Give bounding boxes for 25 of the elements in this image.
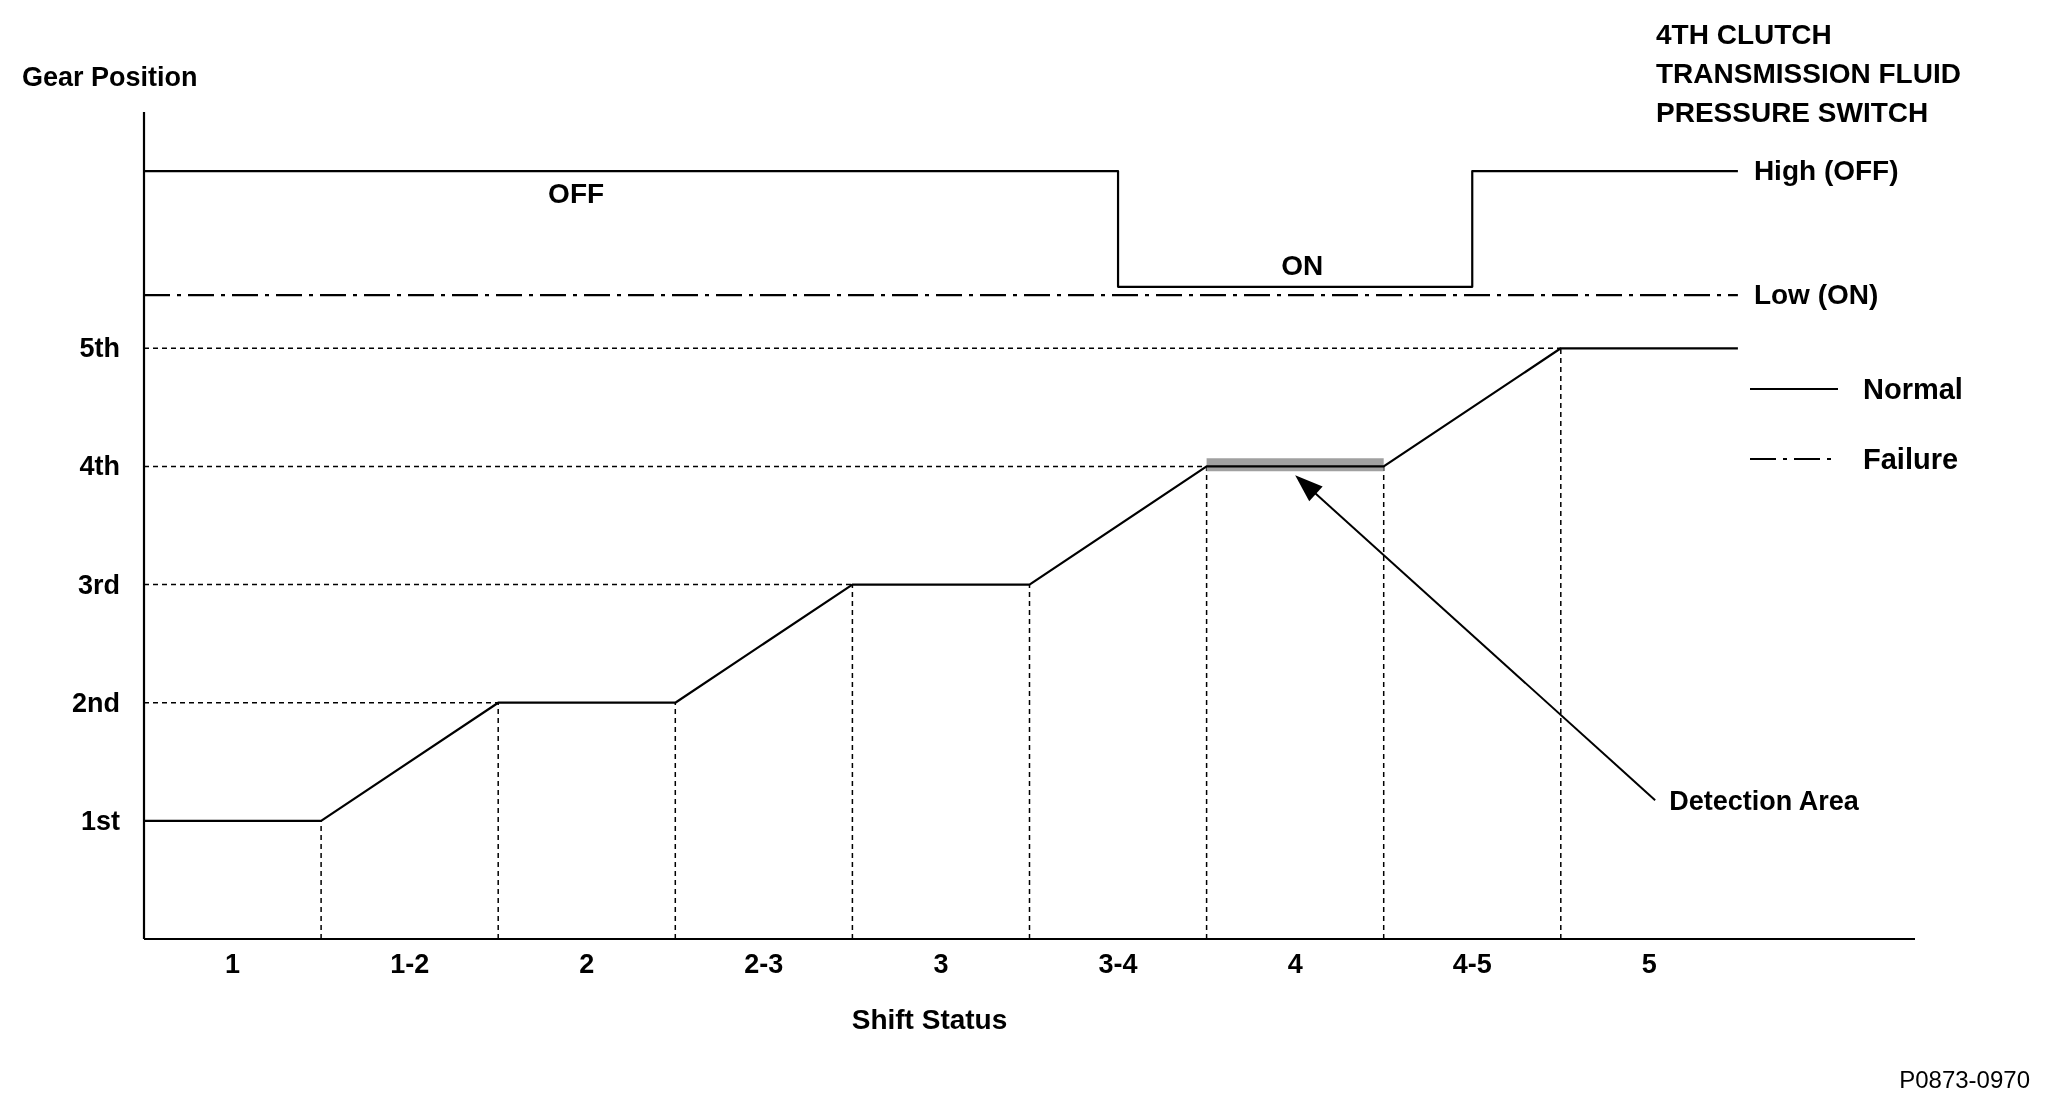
x-tick-label: 1-2 (390, 949, 430, 979)
y-tick-label: 5th (79, 333, 120, 364)
annotation: Low (ON) (1753, 279, 1879, 311)
x-tick-label: 3-4 (1098, 949, 1138, 979)
y-tick-label: 3rd (77, 569, 120, 600)
text: P0873-0970 (1899, 1066, 2030, 1093)
chart-title: 4TH CLUTCH TRANSMISSION FLUID PRESSURE SWITCH (1656, 19, 1961, 128)
y-tick-label: 2nd (71, 687, 120, 718)
x-tick-label: 4-5 (1452, 949, 1492, 979)
x-axis-title: Shift Status (851, 1004, 1008, 1035)
legend-label: Normal (1863, 373, 1963, 405)
x-tick-label: 4 (1287, 949, 1303, 979)
x-tick-label: 3 (933, 949, 949, 979)
annotation: OFF (548, 178, 605, 210)
x-tick-label: 2 (579, 949, 595, 979)
legend-label: Failure (1863, 443, 1959, 475)
y-tick-label: 1st (80, 805, 120, 836)
x-tick-label: 5 (1641, 949, 1657, 979)
annotation: High (OFF) (1753, 155, 1899, 187)
annotation: ON (1281, 249, 1324, 281)
annotation: Detection Area (1669, 786, 1860, 817)
y-tick-label: 4th (79, 451, 120, 482)
x-tick-label: 2-3 (744, 949, 784, 979)
y-axis-title: Gear Position (22, 62, 198, 92)
x-tick-label: 1 (225, 949, 241, 979)
